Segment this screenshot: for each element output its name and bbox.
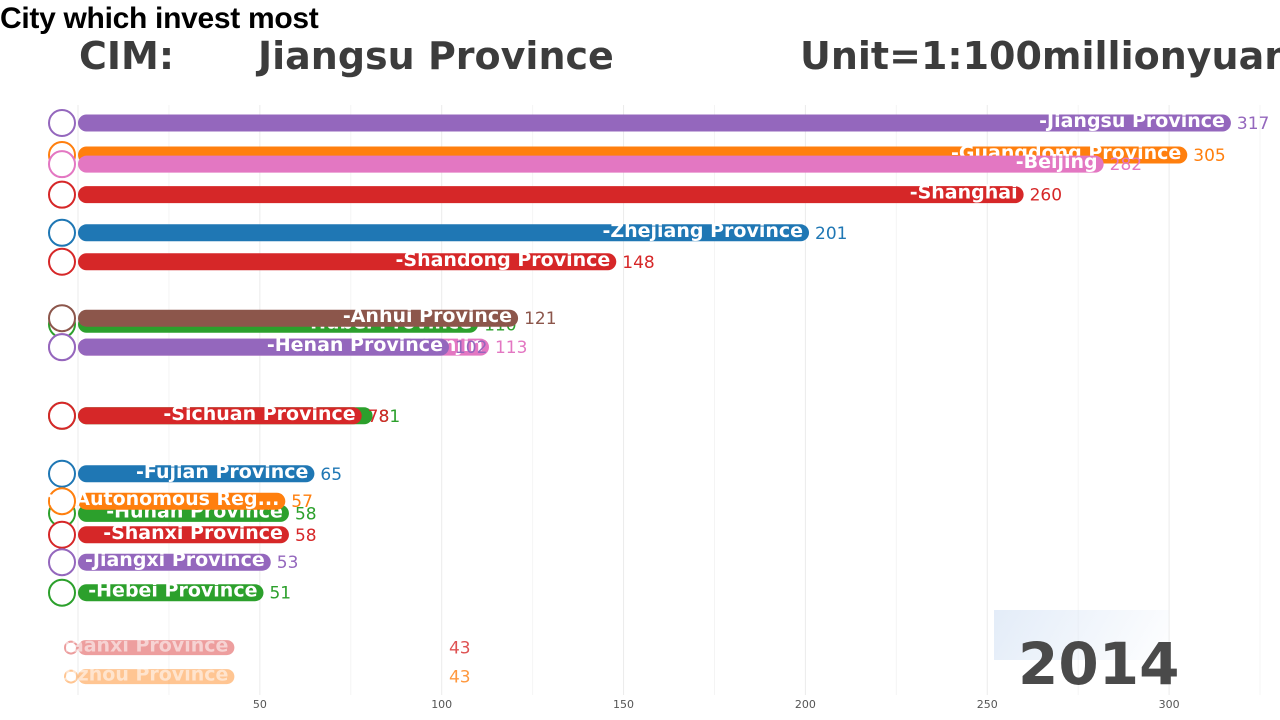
bar <box>78 526 289 544</box>
bar <box>78 407 362 425</box>
bar-label: -Shandong Province <box>396 249 611 271</box>
bar <box>78 155 1104 173</box>
x-tick-label: 50 <box>253 698 267 711</box>
bar <box>78 186 1024 204</box>
bar-label: -Anhui Province <box>343 305 512 327</box>
x-tick-label: 200 <box>795 698 816 711</box>
bar-marker <box>64 669 78 684</box>
value-label: 43 <box>449 639 471 659</box>
bar-label: -Hebei Province <box>88 580 257 602</box>
bar <box>78 492 286 510</box>
value-label: 282 <box>1110 155 1142 175</box>
x-tick-label: 150 <box>613 698 634 711</box>
value-label: 81 <box>379 407 401 427</box>
value-label: 317 <box>1237 114 1269 134</box>
bar-label: -Jiangsu Province <box>1039 110 1225 132</box>
chart-title: City which invest most <box>0 2 319 35</box>
bar-label: -Sichuan Province <box>163 403 355 425</box>
bar <box>78 224 810 242</box>
value-label: 113 <box>495 338 527 358</box>
bar-marker <box>48 150 76 179</box>
bar <box>78 669 235 685</box>
value-label: 78 <box>368 407 390 427</box>
value-label: 121 <box>524 309 556 329</box>
x-tick-label: 250 <box>977 698 998 711</box>
bar-marker <box>48 218 76 247</box>
value-label: 51 <box>269 584 291 604</box>
bar <box>78 253 617 271</box>
bar-marker <box>48 487 76 516</box>
bar-label: -Guangxi Zhuang Autonomous Reg... <box>0 488 279 510</box>
bar-marker <box>48 180 76 209</box>
watermark-logo <box>994 610 1169 660</box>
bar <box>78 584 264 602</box>
value-label: 57 <box>291 492 313 512</box>
value-label: 58 <box>295 526 317 546</box>
bar <box>78 114 1231 132</box>
value-label: 260 <box>1030 186 1062 206</box>
bar-label: -Guizhou Province <box>34 664 228 686</box>
value-label: 43 <box>449 668 471 688</box>
bar-marker <box>64 640 78 655</box>
x-tick-label: 100 <box>431 698 452 711</box>
bar <box>78 309 519 327</box>
value-label: 148 <box>622 253 654 273</box>
unit-label: Unit=1:100millionyuan <box>800 34 1280 78</box>
bar-marker <box>48 520 76 549</box>
cim-value: Jiangsu Province <box>258 34 614 78</box>
bar <box>78 553 271 571</box>
bar <box>78 640 235 656</box>
bar-label: -Shaanxi Province <box>36 635 229 657</box>
bar <box>78 465 315 483</box>
bar-marker <box>48 109 76 137</box>
bar-label: -Zhejiang Province <box>602 220 803 242</box>
value-label: 58 <box>295 504 317 524</box>
bar-label: -Shanghai <box>910 182 1018 204</box>
bar-marker <box>48 548 76 577</box>
bar-marker <box>48 304 76 333</box>
cim-label: CIM: <box>79 34 175 78</box>
bar-marker <box>48 401 76 430</box>
value-label: 102 <box>455 338 487 358</box>
year-label: 2014 <box>1018 630 1180 698</box>
bar-label: -Fujian Province <box>136 461 308 483</box>
bar-label: -Beijing <box>1016 151 1098 173</box>
value-label: 53 <box>277 553 299 573</box>
x-tick-label: 300 <box>1159 698 1180 711</box>
bar-marker <box>48 247 76 276</box>
value-label: 65 <box>320 465 342 485</box>
value-label: 305 <box>1193 146 1225 166</box>
bar-label: -Henan Province <box>267 334 443 356</box>
value-label: 201 <box>815 224 847 244</box>
bar <box>78 338 449 356</box>
bar-marker <box>48 578 76 607</box>
bar-marker <box>48 459 76 488</box>
bar-label: -Shanxi Province <box>103 522 283 544</box>
bar-marker <box>48 333 76 362</box>
bar-label: -Jiangxi Province <box>85 549 265 571</box>
